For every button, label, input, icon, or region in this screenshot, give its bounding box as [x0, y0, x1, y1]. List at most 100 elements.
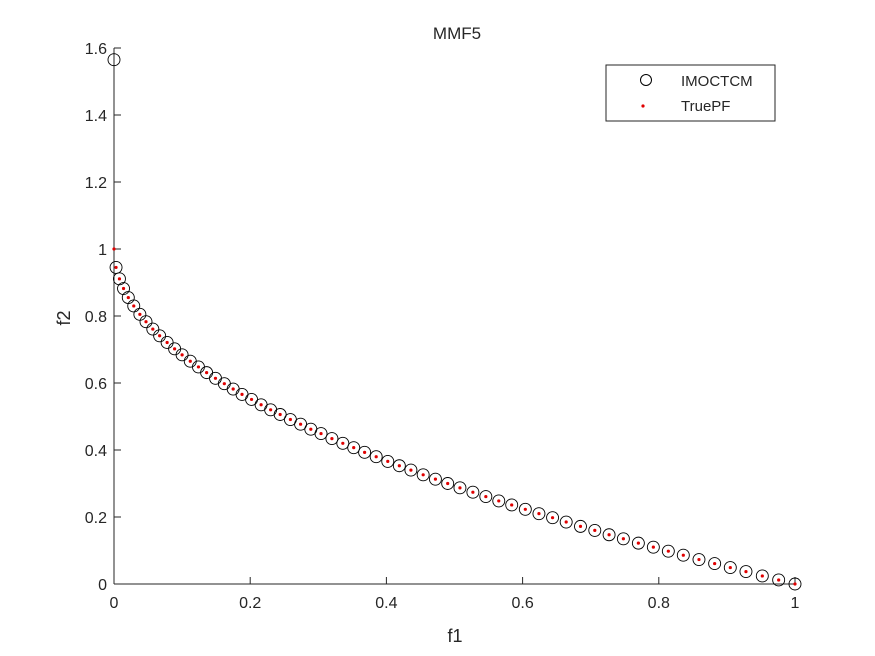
truepf-point [352, 446, 356, 450]
truepf-point [484, 494, 488, 499]
legend-label-imoctcm: IMOCTCM [681, 73, 753, 90]
legend: IMOCTCM TruePF [605, 64, 776, 122]
truepf-point [636, 541, 640, 545]
imoctcm-point [139, 315, 153, 329]
imoctcm-point [574, 519, 587, 533]
y-tick-label: 1.6 [85, 41, 107, 58]
imoctcm-point [416, 468, 430, 482]
imoctcm-point [546, 511, 560, 525]
imoctcm-point [392, 459, 406, 473]
legend-marker-imoctcm [640, 74, 652, 86]
truepf-point [269, 408, 273, 412]
y-axis-label: f2 [54, 310, 74, 325]
truepf-point [132, 304, 136, 308]
truepf-point [550, 516, 555, 520]
truepf-point [421, 473, 425, 477]
plot-marks [107, 53, 802, 591]
truepf-point [278, 412, 282, 417]
truepf-point [697, 557, 701, 562]
truepf-point [341, 441, 345, 445]
imoctcm-point [788, 577, 802, 591]
truepf-point [205, 371, 209, 375]
imoctcm-point [723, 561, 737, 575]
truepf-point [651, 545, 655, 549]
truepf-point [523, 507, 527, 511]
truepf-point [288, 417, 292, 422]
truepf-point [471, 490, 475, 494]
imoctcm-point [404, 463, 418, 477]
y-tick-label: 0.6 [85, 376, 107, 393]
imoctcm-point [505, 498, 519, 512]
imoctcm-point [146, 322, 160, 336]
imoctcm-point [479, 490, 493, 504]
truepf-point [112, 247, 116, 251]
y-tick-label: 1 [98, 242, 107, 259]
imoctcm-point [692, 553, 706, 566]
truepf-point [593, 528, 597, 533]
truepf-point [298, 422, 303, 426]
truepf-point [374, 455, 378, 459]
imoctcm-point [107, 53, 121, 67]
truepf-point [144, 320, 148, 324]
x-tick-label: 0.2 [239, 595, 261, 612]
legend-marker-truepf [641, 104, 645, 108]
y-tick-label: 0.2 [85, 510, 107, 527]
imoctcm-point [358, 445, 372, 459]
imoctcm-point [294, 417, 308, 431]
imoctcm-point [347, 441, 361, 455]
truepf-point [138, 312, 142, 316]
truepf-point [713, 561, 717, 566]
x-tick-label: 0.8 [648, 595, 670, 612]
imoctcm-point [559, 515, 573, 529]
imoctcm-point [588, 523, 602, 537]
imoctcm-point [314, 427, 328, 441]
truepf-point [728, 565, 732, 570]
truepf-point [409, 468, 413, 472]
imoctcm-point [336, 436, 350, 450]
truepf-point [621, 537, 625, 541]
truepf-point [196, 365, 201, 369]
truepf-point [537, 512, 541, 516]
imoctcm-point [631, 536, 645, 550]
truepf-point [578, 524, 583, 528]
y-tick-label: 0.4 [85, 443, 107, 460]
truepf-point [433, 477, 438, 481]
imoctcm-point [532, 507, 546, 521]
truepf-point [760, 574, 764, 578]
truepf-point [497, 499, 501, 503]
imoctcm-point [153, 329, 167, 343]
truepf-point [793, 582, 797, 586]
truepf-point [510, 503, 514, 507]
truepf-point [240, 392, 244, 396]
truepf-point [213, 376, 218, 380]
imoctcm-point [273, 408, 287, 421]
imoctcm-point [602, 528, 616, 542]
imoctcm-point [755, 569, 769, 583]
truepf-point [222, 382, 226, 386]
y-tick-label: 0.8 [85, 309, 107, 326]
y-tick-label: 1.4 [85, 108, 107, 125]
truepf-point [231, 387, 235, 391]
imoctcm-point [112, 272, 126, 286]
truepf-point [121, 286, 126, 291]
truepf-point [397, 464, 401, 468]
truepf-point [158, 334, 162, 338]
imoctcm-point [453, 481, 467, 495]
imoctcm-point [175, 348, 189, 362]
truepf-point [309, 427, 313, 431]
imoctcm-point [441, 477, 455, 490]
truepf-point [330, 437, 334, 441]
truepf-point [173, 347, 177, 351]
imoctcm-point [676, 548, 690, 562]
imoctcm-point [466, 485, 480, 499]
truepf-point [165, 340, 169, 345]
x-axis-label: f1 [447, 626, 462, 646]
imoctcm-point [518, 502, 532, 516]
imoctcm-point [160, 336, 174, 349]
truepf-point [458, 486, 462, 490]
y-tick-label: 1.2 [85, 175, 107, 192]
legend-label-truepf: TruePF [681, 98, 730, 115]
imoctcm-point [772, 573, 786, 587]
truepf-point [249, 397, 254, 402]
truepf-point [777, 578, 781, 582]
